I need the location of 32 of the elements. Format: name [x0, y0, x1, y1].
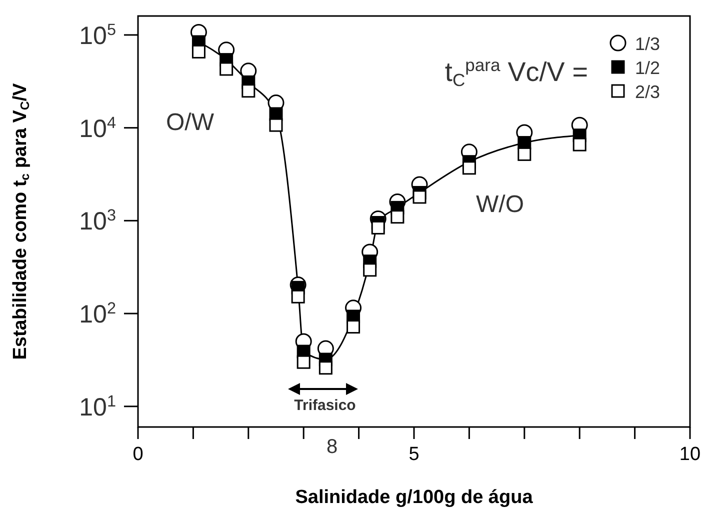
point	[412, 190, 426, 204]
point	[291, 290, 305, 304]
x-tick-label: 5	[408, 444, 420, 465]
point	[462, 161, 476, 175]
legend-title: t$_{C}$$^{para}$ Vc/V =	[444, 55, 588, 90]
point	[371, 220, 385, 234]
legend-label: 1/2	[635, 58, 660, 78]
point	[192, 44, 206, 58]
x-tick-label: 0	[132, 444, 144, 465]
annotation: O/W	[166, 109, 214, 136]
x-tick-label: 10	[679, 444, 701, 465]
legend-label: 1/3	[635, 34, 660, 54]
point	[269, 118, 283, 132]
point	[220, 62, 234, 76]
y-tick-label: 10$^{4}$	[79, 114, 116, 143]
point	[390, 210, 404, 224]
y-tick-label: 10$^{2}$	[79, 300, 116, 329]
point	[346, 320, 360, 334]
y-tick-label: 10$^{1}$	[79, 392, 116, 422]
point	[518, 147, 532, 161]
point	[572, 138, 586, 152]
point	[296, 355, 310, 369]
annotation: W/O	[476, 191, 524, 218]
legend-label: 2/3	[635, 82, 660, 102]
y-tick-label: 10$^{5}$	[79, 21, 116, 50]
point	[242, 84, 256, 98]
y-tick-label: 10$^{3}$	[79, 206, 116, 236]
text: 8	[326, 436, 338, 458]
annotation: Trifasico	[294, 397, 356, 414]
point	[363, 263, 377, 277]
x-axis-title: Salinidade g/100g de água	[295, 487, 534, 508]
point	[318, 361, 332, 375]
